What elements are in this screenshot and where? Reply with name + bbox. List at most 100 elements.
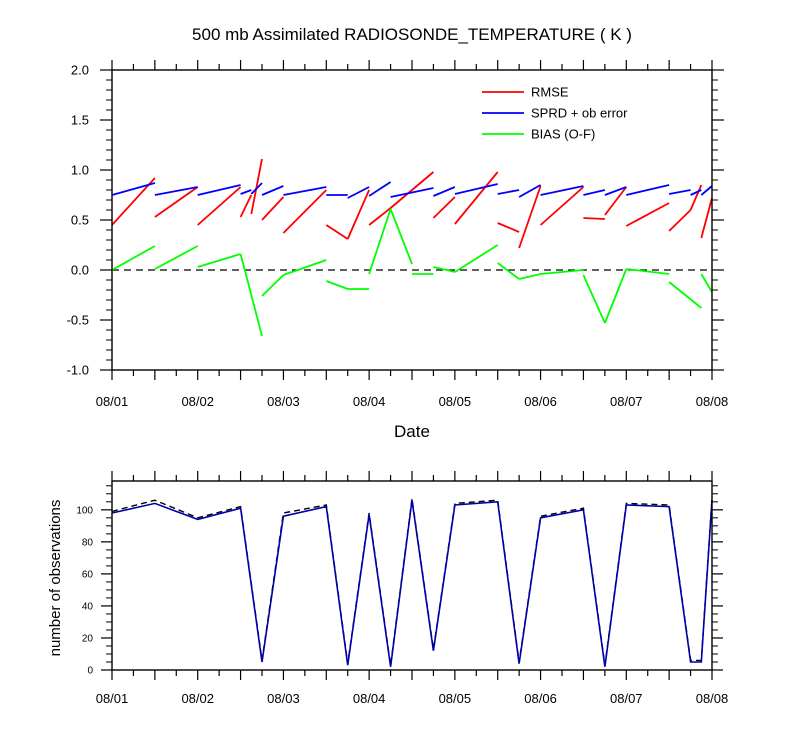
top-y-tick-label: 0.5 [71, 213, 89, 228]
series-sprd-ob-error-segment-16 [583, 189, 606, 196]
legend-label: BIAS (O-F) [531, 127, 595, 142]
series-rmse-segment-21 [700, 197, 713, 239]
series-bias-o-f-segment-18 [626, 268, 670, 275]
series-rmse-segment-15 [540, 186, 584, 226]
series-bias-o-f-segment-16 [582, 274, 606, 324]
top-y-tick-label: -0.5 [67, 313, 89, 328]
obs-series-possible [111, 498, 713, 666]
bottom-y-axis-title: number of observations [47, 500, 64, 657]
bottom-x-tick-label: 08/02 [181, 691, 214, 706]
series-rmse-segment-4 [250, 158, 263, 215]
series-rmse-segment-18 [625, 202, 670, 227]
series-bias-o-f-segment-9 [389, 208, 413, 265]
series-sprd-ob-error-segment-10 [390, 187, 434, 198]
bottom-x-tick-label: 08/05 [439, 691, 472, 706]
series-rmse-segment-16 [583, 217, 605, 220]
series-sprd-ob-error-segment-9 [368, 181, 392, 197]
series-sprd-ob-error-segment-6 [283, 186, 327, 196]
series-rmse-segment-2 [197, 186, 242, 226]
series-sprd-ob-error-segment-15 [540, 185, 584, 196]
series-rmse-segment-20 [689, 184, 703, 211]
series-sprd-ob-error-segment-13 [497, 189, 520, 195]
series-bias-o-f-segment-14 [518, 273, 541, 280]
bottom-x-tick-label: 08/07 [610, 691, 643, 706]
series-rmse-segment-9 [368, 207, 392, 226]
top-x-tick-label: 08/01 [96, 394, 129, 409]
top-y-tick-label: 1.5 [71, 113, 89, 128]
series-bias-o-f-segment-13 [497, 262, 520, 280]
legend-label: RMSE [531, 85, 569, 100]
series-rmse-segment-12 [454, 171, 499, 225]
series-rmse-segment-7 [325, 224, 349, 240]
series-sprd-ob-error-segment-18 [626, 184, 670, 196]
bottom-y-tick-label: 60 [82, 569, 94, 580]
series-bias-o-f-segment-3 [239, 253, 263, 337]
series-sprd-ob-error-segment-11 [433, 186, 456, 197]
top-x-tick-label: 08/05 [439, 394, 472, 409]
top-y-tick-label: -1.0 [67, 363, 89, 378]
top-y-tick-label: 1.0 [71, 163, 89, 178]
legend-label: SPRD + ob error [531, 106, 628, 121]
chart-title: 500 mb Assimilated RADIOSONDE_TEMPERATUR… [192, 25, 632, 44]
series-bias-o-f-segment-20 [700, 273, 713, 293]
series-rmse-segment-13 [497, 222, 520, 233]
top-x-axis-title: Date [394, 422, 430, 441]
bottom-plot-area: 08/01 08/02 08/03 08/04 08/05 08/06 08/07 08/08… [76, 471, 728, 706]
series-rmse-segment-14 [518, 185, 542, 249]
series-rmse-segment-3 [239, 194, 253, 218]
series-bias-o-f-segment-5 [283, 259, 327, 276]
bottom-x-tick-label: 08/04 [353, 691, 386, 706]
bottom-y-tick-label: 100 [76, 505, 93, 516]
series-bias-o-f-segment-1 [154, 245, 199, 270]
series-sprd-ob-error-segment-1 [154, 186, 198, 196]
series-sprd-ob-error-segment-21 [700, 185, 713, 196]
bottom-y-tick-label: 80 [82, 537, 94, 548]
series-bias-o-f-segment-6 [325, 280, 349, 290]
top-y-tick-label: 0.0 [71, 263, 89, 278]
series-sprd-ob-error-segment-12 [454, 183, 498, 195]
series-sprd-ob-error-segment-5 [261, 185, 284, 196]
top-x-tick-label: 08/03 [267, 394, 300, 409]
series-sprd-ob-error-segment-20 [690, 189, 702, 196]
top-y-tick-label: 2.0 [71, 63, 89, 78]
top-plot-area: 08/01 08/02 08/03 08/04 08/05 08/06 08/07 08/08… [67, 60, 729, 409]
series-bias-o-f-segment-4 [261, 274, 285, 297]
series-bias-o-f-segment-15 [540, 269, 584, 275]
series-bias-o-f-segment-11 [433, 266, 456, 273]
series-sprd-ob-error-segment-2 [197, 184, 241, 196]
series-sprd-ob-error-segment-4 [250, 182, 263, 195]
top-x-tick-label: 08/06 [524, 394, 557, 409]
top-x-tick-label: 08/04 [353, 394, 386, 409]
series-rmse-segment-1 [154, 186, 199, 218]
series-rmse-segment-10 [390, 171, 434, 209]
top-x-tick-label: 08/08 [696, 394, 729, 409]
bottom-x-tick-label: 08/03 [267, 691, 300, 706]
bottom-x-tick-label: 08/08 [696, 691, 729, 706]
series-sprd-ob-error-segment-8 [347, 186, 370, 199]
series-sprd-ob-error-segment-0 [111, 182, 156, 196]
bottom-y-tick-label: 40 [82, 601, 94, 612]
series-sprd-ob-error-segment-3 [240, 189, 252, 195]
series-rmse-segment-8 [346, 189, 370, 240]
series-rmse-segment-11 [432, 196, 456, 219]
series-rmse-segment-19 [668, 209, 692, 232]
bottom-y-tick-label: 20 [82, 633, 94, 644]
bottom-x-tick-label: 08/01 [96, 691, 129, 706]
series-bias-o-f-segment-8 [368, 208, 392, 275]
series-rmse-segment-5 [261, 196, 285, 221]
obs-series-assimilated [111, 500, 713, 667]
series-bias-o-f-segment-17 [604, 268, 628, 324]
series-sprd-ob-error-segment-14 [518, 184, 542, 198]
top-x-tick-label: 08/07 [610, 394, 643, 409]
series-sprd-ob-error-segment-19 [668, 189, 691, 195]
bottom-y-tick-label: 0 [87, 666, 93, 677]
bottom-x-tick-label: 08/06 [524, 691, 557, 706]
series-bias-o-f-segment-19 [668, 281, 702, 309]
series-rmse-segment-17 [604, 186, 628, 216]
series-bias-o-f-segment-12 [454, 244, 499, 273]
series-bias-o-f-segment-0 [111, 245, 156, 271]
series-rmse-segment-6 [282, 189, 327, 234]
top-x-tick-label: 08/02 [181, 394, 214, 409]
bottom-plot-frame [111, 480, 713, 671]
